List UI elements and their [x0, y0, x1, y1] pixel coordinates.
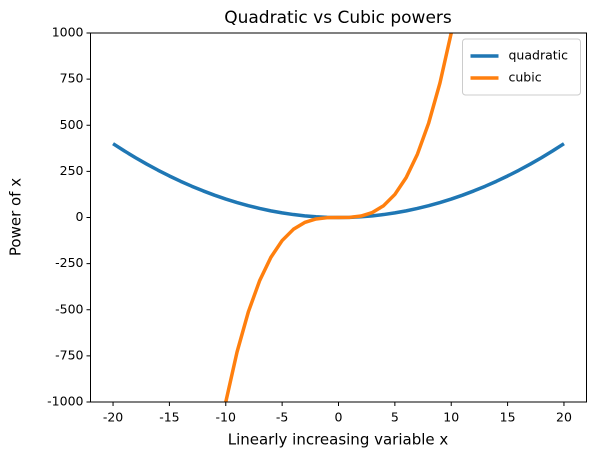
plot-frame [90, 32, 587, 403]
x-tick-label: -10 [216, 410, 236, 425]
y-tick-label: -1000 [47, 394, 83, 409]
x-tick-label: -20 [103, 410, 123, 425]
y-tick-label: -500 [55, 301, 83, 316]
series-line [112, 142, 565, 220]
x-tick-label: 0 [335, 410, 343, 425]
y-tick-label: -250 [55, 255, 83, 270]
legend-label: quadratic [509, 48, 569, 63]
y-axis-label: Power of x [7, 178, 25, 256]
x-tick-label: 15 [500, 410, 516, 425]
legend: quadratic cubic [462, 38, 581, 96]
y-tick-label: 0 [76, 209, 84, 224]
x-tick-label: 10 [443, 410, 459, 425]
x-axis-label: Linearly increasing variable x [228, 431, 449, 449]
chart-title: Quadratic vs Cubic powers [224, 8, 452, 28]
x-tick-label: -15 [159, 410, 179, 425]
series-line [223, 33, 454, 402]
legend-box [462, 38, 581, 96]
y-tick-label: -750 [55, 347, 83, 362]
x-tick-label: 20 [556, 410, 572, 425]
y-tick-label: 250 [60, 163, 84, 178]
legend-label: cubic [509, 70, 542, 85]
y-tick-label: 500 [60, 117, 84, 132]
x-tick-label: 5 [391, 410, 399, 425]
x-tick-label: -5 [276, 410, 288, 425]
y-tick-label: 1000 [52, 25, 84, 40]
y-tick-label: 750 [60, 71, 84, 86]
